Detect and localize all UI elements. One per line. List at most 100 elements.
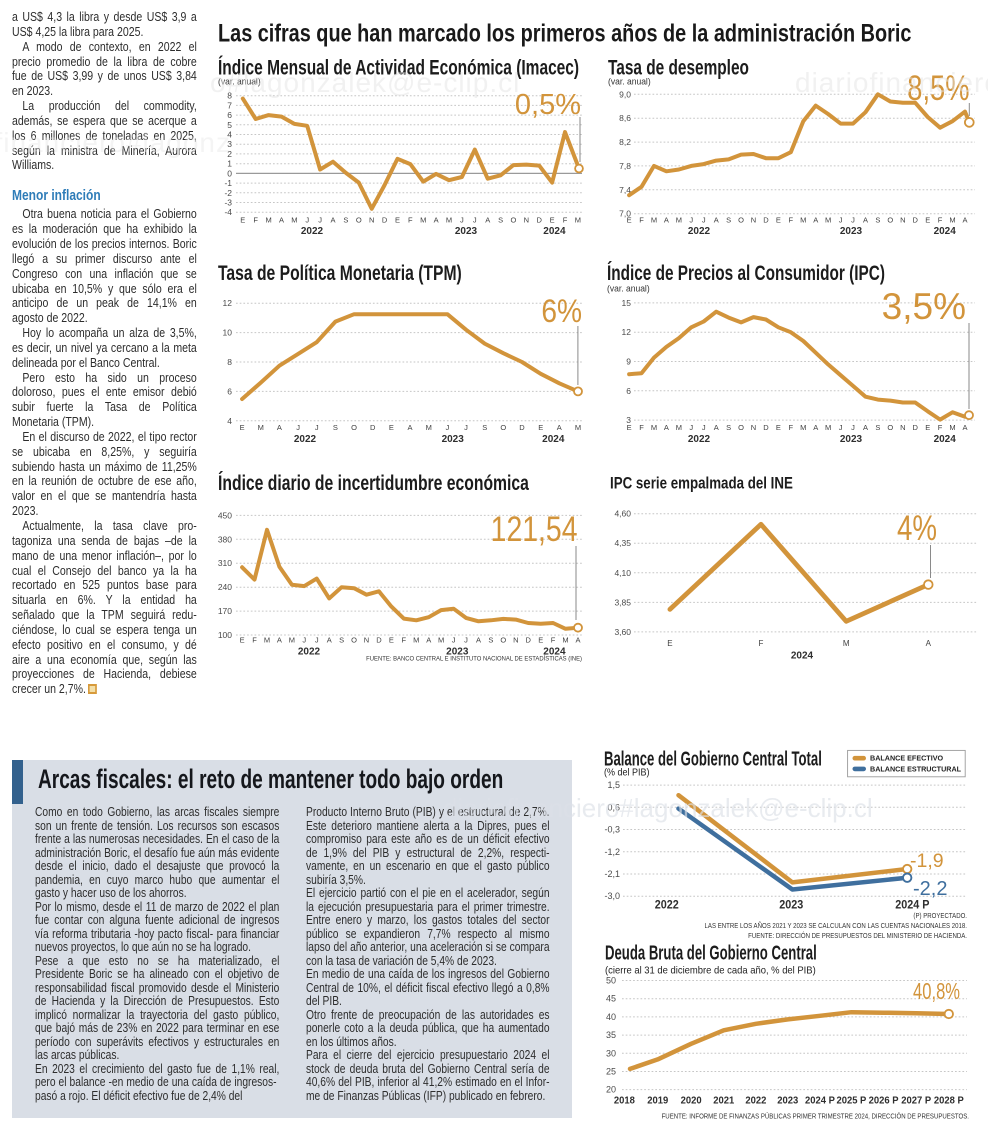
svg-text:Deuda Bruta del Gobierno Centr: Deuda Bruta del Gobierno Central [605, 942, 817, 964]
svg-text:D: D [376, 636, 382, 645]
svg-text:O: O [356, 216, 362, 225]
svg-text:A: A [426, 636, 431, 645]
svg-text:8: 8 [227, 357, 232, 367]
svg-text:2023: 2023 [840, 226, 863, 237]
svg-text:J: J [464, 423, 468, 432]
svg-text:6%: 6% [541, 294, 582, 329]
svg-text:2024: 2024 [934, 226, 957, 237]
svg-text:M: M [825, 423, 831, 432]
svg-text:2022: 2022 [301, 226, 324, 237]
svg-text:M: M [420, 216, 426, 225]
svg-text:O: O [351, 423, 357, 432]
svg-text:2024: 2024 [543, 226, 566, 237]
svg-text:M: M [949, 216, 955, 225]
svg-text:O: O [500, 423, 506, 432]
svg-text:M: M [825, 216, 831, 225]
svg-text:D: D [763, 423, 769, 432]
svg-text:A: A [277, 636, 282, 645]
svg-text:A: A [557, 423, 562, 432]
svg-text:S: S [726, 216, 731, 225]
svg-text:E: E [776, 423, 781, 432]
svg-text:A: A [407, 423, 412, 432]
svg-text:A: A [485, 216, 490, 225]
svg-text:M: M [289, 636, 295, 645]
svg-text:2023: 2023 [779, 899, 803, 912]
svg-text:O: O [887, 216, 893, 225]
svg-text:12: 12 [223, 298, 233, 308]
svg-text:40: 40 [606, 1012, 616, 1022]
svg-text:M: M [575, 216, 581, 225]
svg-text:-1,2: -1,2 [604, 847, 620, 857]
svg-text:6: 6 [227, 110, 232, 120]
svg-text:(var. anual): (var. anual) [608, 76, 651, 87]
svg-text:-3,0: -3,0 [604, 891, 620, 901]
svg-text:S: S [498, 216, 503, 225]
svg-text:D: D [763, 216, 769, 225]
svg-text:4: 4 [227, 130, 232, 140]
svg-text:2022: 2022 [655, 899, 679, 912]
svg-text:45: 45 [606, 994, 616, 1004]
svg-text:Índice Mensual de Actividad Ec: Índice Mensual de Actividad Económica (I… [218, 55, 579, 79]
svg-text:S: S [875, 423, 880, 432]
svg-text:2024: 2024 [791, 651, 814, 662]
svg-text:2022: 2022 [688, 226, 711, 237]
svg-text:2023: 2023 [777, 1095, 798, 1107]
svg-text:2018: 2018 [614, 1095, 635, 1107]
svg-text:2027 P: 2027 P [901, 1095, 931, 1107]
svg-text:0: 0 [227, 168, 232, 178]
svg-text:M: M [426, 423, 432, 432]
svg-text:N: N [751, 216, 756, 225]
svg-text:-2: -2 [224, 188, 232, 198]
svg-text:40,8%: 40,8% [913, 979, 960, 1004]
svg-text:240: 240 [218, 582, 232, 592]
svg-text:F: F [402, 636, 407, 645]
svg-text:E: E [389, 636, 394, 645]
svg-text:7,8: 7,8 [619, 161, 631, 171]
svg-text:S: S [875, 216, 880, 225]
svg-text:8,5%: 8,5% [907, 69, 969, 108]
svg-text:J: J [460, 216, 464, 225]
svg-text:Índice diario de incertidumbre: Índice diario de incertidumbre económica [218, 471, 529, 495]
svg-text:O: O [510, 216, 516, 225]
svg-text:J: J [702, 216, 706, 225]
svg-text:E: E [538, 423, 543, 432]
svg-text:F: F [789, 423, 794, 432]
svg-text:Las cifras que han marcado los: Las cifras que han marcado los primeros … [218, 19, 911, 47]
svg-text:2024: 2024 [542, 434, 565, 445]
svg-text:15: 15 [622, 298, 632, 308]
svg-text:A: A [714, 216, 719, 225]
svg-text:6: 6 [626, 386, 631, 396]
svg-text:M: M [446, 216, 452, 225]
svg-text:F: F [408, 216, 413, 225]
svg-text:D: D [519, 423, 525, 432]
svg-text:F: F [551, 636, 556, 645]
svg-text:S: S [343, 216, 348, 225]
svg-text:M: M [800, 423, 806, 432]
svg-text:(% del PIB): (% del PIB) [604, 767, 649, 779]
svg-text:310: 310 [218, 558, 232, 568]
svg-text:F: F [759, 639, 764, 648]
svg-text:M: M [264, 636, 270, 645]
svg-text:A: A [714, 423, 719, 432]
svg-text:M: M [258, 423, 264, 432]
svg-text:8: 8 [227, 91, 232, 101]
svg-text:J: J [689, 423, 693, 432]
svg-text:10: 10 [223, 328, 233, 338]
svg-text:7,4: 7,4 [619, 185, 631, 195]
svg-text:0,6: 0,6 [607, 802, 620, 812]
svg-text:Arcas fiscales: el reto de man: Arcas fiscales: el reto de mantener todo… [38, 764, 503, 794]
svg-text:J: J [851, 216, 855, 225]
svg-text:Balance del Gobierno Central T: Balance del Gobierno Central Total [604, 748, 822, 770]
svg-text:J: J [305, 216, 309, 225]
svg-text:3,5%: 3,5% [882, 286, 966, 327]
svg-text:M: M [651, 216, 657, 225]
svg-text:J: J [702, 423, 706, 432]
svg-text:8,6: 8,6 [619, 113, 631, 123]
svg-text:170: 170 [218, 606, 232, 616]
svg-text:A: A [962, 216, 967, 225]
svg-text:M: M [800, 216, 806, 225]
svg-text:O: O [887, 423, 893, 432]
svg-text:J: J [315, 636, 319, 645]
svg-text:M: M [676, 216, 682, 225]
svg-text:35: 35 [606, 1030, 616, 1040]
